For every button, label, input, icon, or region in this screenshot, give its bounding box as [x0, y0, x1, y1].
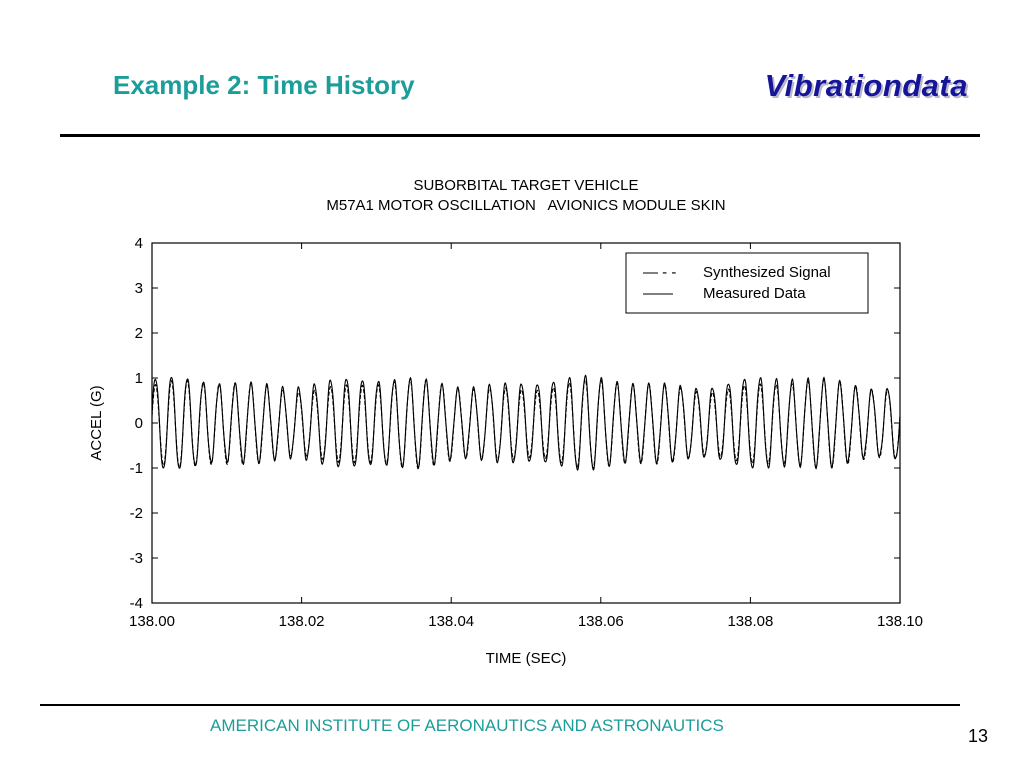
x-tick-label: 138.04: [428, 613, 474, 630]
y-tick-label: -3: [130, 550, 143, 567]
y-tick-label: -4: [130, 595, 143, 612]
y-tick-label: 3: [135, 280, 143, 297]
top-divider: [60, 134, 980, 137]
chart-title: SUBORBITAL TARGET VEHICLE: [413, 177, 638, 194]
legend-measured-symbol: ——: [643, 285, 673, 302]
legend-synth-symbol: — - -: [643, 264, 676, 281]
y-tick-label: 1: [135, 370, 143, 387]
legend-box: [625, 252, 869, 314]
series-line-measured-data: [151, 374, 901, 471]
time-history-chart: SUBORBITAL TARGET VEHICLE M57A1 MOTOR OS…: [88, 177, 923, 667]
slide-title: Example 2: Time History: [113, 70, 415, 100]
series-layer: [151, 374, 901, 471]
legend-measured-label: Measured Data: [703, 285, 806, 302]
x-tick-label: 138.08: [727, 613, 773, 630]
chart-subtitle: M57A1 MOTOR OSCILLATION AVIONICS MODULE …: [326, 197, 725, 214]
y-tick-label: 2: [135, 325, 143, 342]
x-tick-label: 138.10: [877, 613, 923, 630]
x-tick-label: 138.00: [129, 613, 175, 630]
y-tick-label: -2: [130, 505, 143, 522]
x-tick-label: 138.06: [578, 613, 624, 630]
y-tick-label: 0: [135, 415, 143, 432]
legend: — - - Synthesized Signal —— Measured Dat…: [625, 252, 869, 314]
slide-number: 13: [967, 726, 988, 746]
y-axis-label: ACCEL (G): [88, 385, 105, 460]
brand-logo: Vibrationdata: [764, 68, 968, 103]
x-tick-label: 138.02: [279, 613, 325, 630]
bottom-divider: [40, 704, 960, 706]
y-tick-label: 4: [135, 235, 143, 252]
y-tick-label: -1: [130, 460, 143, 477]
x-axis: 138.00 138.02 138.04 138.06 138.08 138.10: [129, 243, 923, 630]
footer-organization: AMERICAN INSTITUTE OF AERONAUTICS AND AS…: [210, 716, 724, 735]
x-axis-label: TIME (SEC): [486, 650, 567, 667]
y-axis: 4 3 2 1 0 -1 -2 -3 -4: [130, 235, 900, 612]
legend-synth-label: Synthesized Signal: [703, 264, 831, 281]
